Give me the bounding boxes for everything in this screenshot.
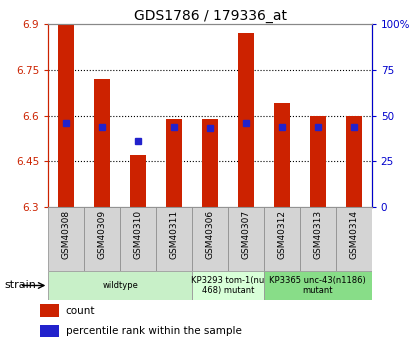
- Bar: [94, 79, 110, 207]
- Bar: [336, 207, 372, 271]
- Text: GSM40313: GSM40313: [313, 210, 322, 259]
- Bar: [192, 207, 228, 271]
- Text: count: count: [66, 306, 95, 315]
- Bar: [192, 271, 264, 300]
- Bar: [48, 207, 84, 271]
- Bar: [274, 104, 290, 207]
- Bar: [238, 33, 254, 207]
- Bar: [156, 207, 192, 271]
- Bar: [130, 155, 146, 207]
- Bar: [300, 207, 336, 271]
- Text: wildtype: wildtype: [102, 281, 138, 290]
- Text: GSM40307: GSM40307: [241, 210, 250, 259]
- Bar: [40, 304, 59, 317]
- Bar: [310, 116, 326, 207]
- Bar: [58, 24, 74, 207]
- Text: KP3293 tom-1(nu
468) mutant: KP3293 tom-1(nu 468) mutant: [192, 276, 265, 295]
- Text: KP3365 unc-43(n1186)
mutant: KP3365 unc-43(n1186) mutant: [269, 276, 366, 295]
- Text: GSM40309: GSM40309: [98, 210, 107, 259]
- Bar: [346, 116, 362, 207]
- Bar: [264, 271, 372, 300]
- Bar: [120, 207, 156, 271]
- Bar: [48, 271, 192, 300]
- Title: GDS1786 / 179336_at: GDS1786 / 179336_at: [134, 9, 286, 23]
- Bar: [264, 207, 300, 271]
- Bar: [228, 207, 264, 271]
- Text: GSM40314: GSM40314: [349, 210, 358, 259]
- Bar: [40, 325, 59, 337]
- Bar: [84, 207, 120, 271]
- Text: GSM40312: GSM40312: [277, 210, 286, 259]
- Text: GSM40308: GSM40308: [62, 210, 71, 259]
- Text: percentile rank within the sample: percentile rank within the sample: [66, 326, 241, 336]
- Bar: [202, 119, 218, 207]
- Text: GSM40311: GSM40311: [170, 210, 178, 259]
- Bar: [166, 119, 182, 207]
- Text: strain: strain: [4, 280, 36, 290]
- Text: GSM40310: GSM40310: [134, 210, 143, 259]
- Text: GSM40306: GSM40306: [205, 210, 215, 259]
